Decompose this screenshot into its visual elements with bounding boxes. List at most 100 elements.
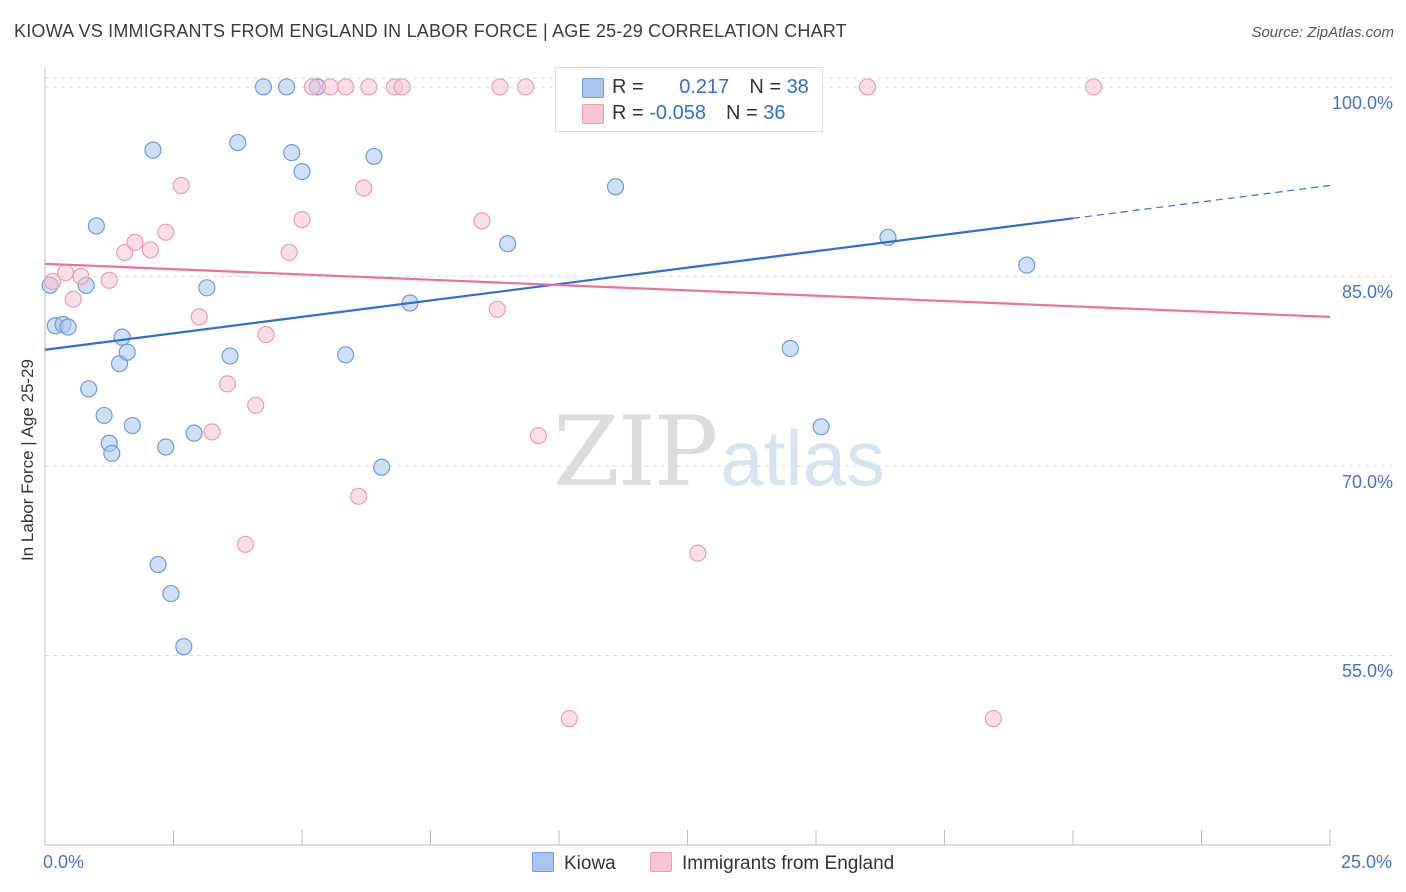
england-r-value: -0.058 (649, 102, 706, 124)
bottom-legend-england: Immigrants from England (650, 852, 894, 875)
kiowa-point (277, 78, 296, 96)
england-point (488, 300, 506, 318)
chart-title: KIOWA VS IMMIGRANTS FROM ENGLAND IN LABO… (14, 21, 847, 41)
y-tick-label: 85.0% (1341, 282, 1393, 303)
bottom-kiowa-swatch (532, 852, 554, 872)
england-point (491, 78, 509, 96)
y-tick-label: 100.0% (1331, 92, 1393, 113)
kiowa-point (365, 147, 383, 166)
kiowa-point (283, 144, 301, 162)
england-point (516, 78, 535, 96)
kiowa-point (149, 555, 167, 574)
kiowa-r-label: R = (612, 76, 650, 98)
england-point (529, 427, 548, 445)
kiowa-point (87, 217, 106, 235)
bottom-england-swatch (650, 852, 672, 872)
england-point (141, 241, 159, 259)
data-points (41, 78, 1103, 728)
england-point (360, 78, 378, 96)
england-point (44, 272, 62, 291)
kiowa-point (103, 444, 121, 462)
x-tick-label-min: 0.0% (43, 852, 85, 872)
england-point (689, 544, 707, 562)
kiowa-trend-extension (1072, 184, 1331, 219)
axes (44, 68, 1331, 846)
kiowa-point (59, 318, 77, 336)
england-point (64, 290, 82, 308)
correlation-legend: R = 0.217 N = 38 R = -0.058 N = 36 (555, 67, 823, 132)
england-n-label: N = (725, 102, 764, 124)
england-point (157, 223, 175, 241)
x-tick-label-max: 25.0% (1340, 852, 1392, 872)
england-point (560, 710, 578, 728)
watermark: ZIPatlas (553, 396, 885, 508)
england-trend-line (44, 262, 1331, 318)
kiowa-point (812, 418, 830, 436)
watermark-zip: ZIP (553, 396, 718, 508)
source-credit: Source: ZipAtlas.com (1251, 24, 1394, 41)
kiowa-point (95, 406, 113, 425)
kiowa-point (499, 235, 517, 253)
grid-lines (45, 77, 1392, 656)
kiowa-point (198, 279, 216, 297)
england-point (100, 271, 118, 289)
england-swatch (582, 104, 604, 124)
england-point (257, 325, 275, 344)
england-point (126, 233, 144, 251)
kiowa-n-label: N = (749, 76, 787, 98)
kiowa-n-value: 38 (786, 76, 809, 98)
england-point (190, 308, 208, 326)
england-point (293, 211, 311, 229)
england-point (858, 78, 877, 96)
england-n-value: 36 (763, 102, 786, 124)
england-point (355, 179, 373, 197)
england-point (172, 176, 190, 195)
kiowa-r-value: 0.217 (679, 76, 730, 98)
england-point (218, 375, 237, 393)
kiowa-point (293, 163, 311, 181)
england-r-label: R = (612, 102, 650, 124)
england-point (349, 487, 368, 505)
watermark-atlas: atlas (720, 414, 885, 502)
kiowa-point (144, 141, 162, 159)
y-axis-label: In Labor Force | Age 25-29 (18, 359, 37, 561)
kiowa-point (221, 347, 239, 365)
england-point (236, 535, 255, 553)
england-point (280, 243, 298, 262)
bottom-england-label: Immigrants from England (682, 853, 895, 874)
kiowa-point (1018, 256, 1036, 274)
trend-lines (44, 184, 1331, 351)
kiowa-point (157, 438, 175, 456)
england-point (1084, 78, 1103, 96)
kiowa-point (113, 328, 131, 346)
england-point (303, 78, 321, 96)
kiowa-point (781, 339, 799, 358)
kiowa-point (373, 458, 391, 476)
kiowa-point (337, 346, 355, 364)
england-point (337, 78, 355, 96)
kiowa-point (123, 416, 141, 435)
kiowa-point (118, 343, 136, 361)
kiowa-point (229, 133, 247, 152)
england-point (473, 212, 491, 230)
kiowa-point (606, 178, 625, 196)
kiowa-point (185, 424, 203, 442)
england-point (116, 243, 134, 262)
kiowa-point (175, 638, 193, 656)
england-point (393, 78, 411, 96)
england-point (247, 396, 265, 414)
y-tick-label: 55.0% (1341, 661, 1393, 682)
england-point (56, 264, 75, 282)
england-point (72, 267, 90, 286)
bottom-kiowa-label: Kiowa (564, 853, 616, 874)
england-point (984, 710, 1002, 728)
kiowa-point (162, 584, 180, 603)
y-tick-label: 70.0% (1341, 471, 1393, 492)
bottom-legend-kiowa: Kiowa (532, 852, 616, 875)
kiowa-point (80, 380, 98, 398)
england-point (321, 78, 339, 96)
kiowa-point (254, 78, 273, 96)
england-point (203, 423, 221, 441)
kiowa-swatch (582, 78, 604, 98)
